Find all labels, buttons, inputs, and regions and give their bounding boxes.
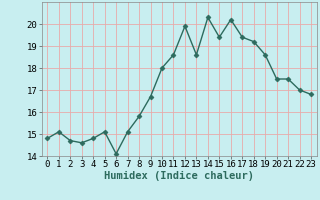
X-axis label: Humidex (Indice chaleur): Humidex (Indice chaleur) (104, 171, 254, 181)
